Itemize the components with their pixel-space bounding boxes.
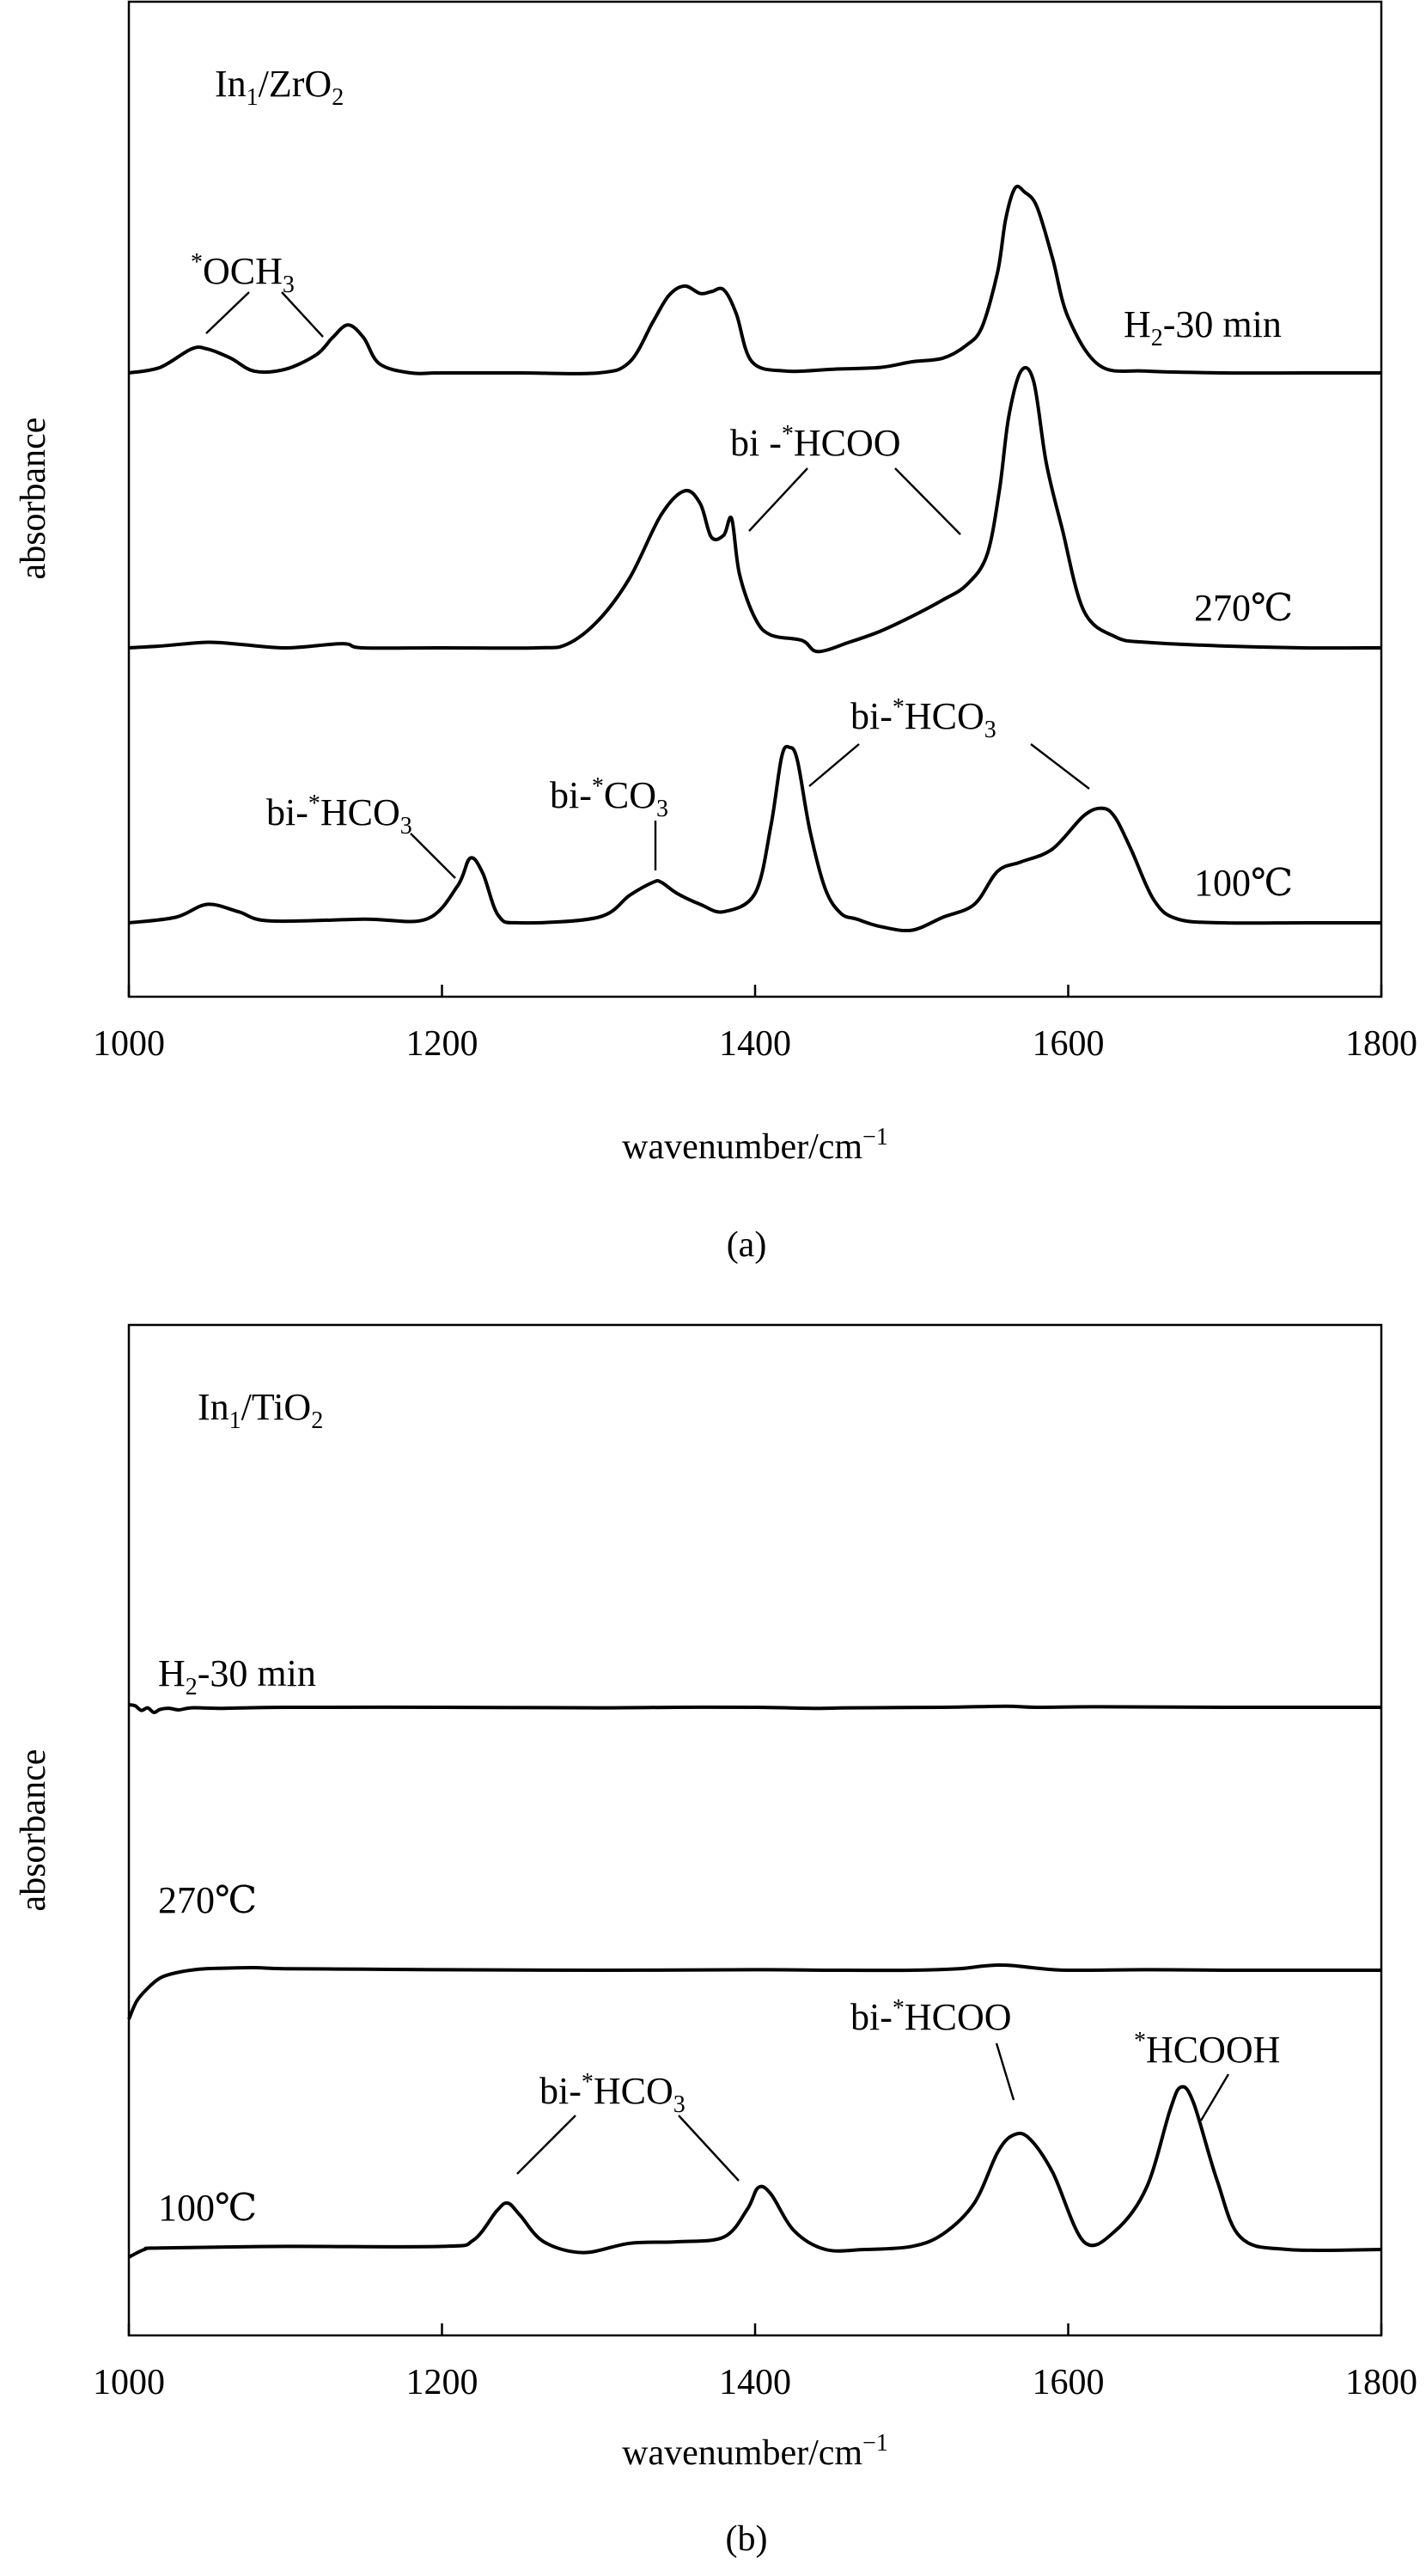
panel-a-series-270-line xyxy=(128,365,1382,654)
panel-b-leader-hco3-right xyxy=(678,2115,740,2182)
panel-b-x-tick-label-1200: 1200 xyxy=(406,2363,478,2402)
panel-a-x-tick-label-1200: 1200 xyxy=(406,1024,478,1064)
panel-b-chart: 1000 1200 1400 1600 1800 absorbance wavenumb… xyxy=(14,1323,1417,2559)
panel-a-x-ticks: 1000 1200 1400 1600 1800 xyxy=(93,985,1417,1064)
panel-a-x-tick-label-1400: 1400 xyxy=(719,1024,791,1064)
panel-b-series-group xyxy=(127,1703,1382,2259)
panel-b-leader-hco3-left xyxy=(516,2115,576,2175)
panel-a-xlabel: wavenumber/cm−1 xyxy=(622,1124,888,1167)
panel-a-sample-label: In1/ZrO2 xyxy=(215,63,344,111)
panel-a-leader-och3-left xyxy=(205,291,250,334)
panel-b-annotation-hco3: bi-*HCO3 xyxy=(539,2069,686,2118)
panel-b-series-h2-30-min-line xyxy=(128,1703,1382,1714)
panel-b-leader-hcoo xyxy=(995,2042,1015,2101)
panel-a-x-tick-label-1000: 1000 xyxy=(93,1024,165,1064)
panel-a-annotation-hco3-right: bi-*HCO3 xyxy=(850,694,996,743)
panel-b-annotation-hcoo: bi-*HCOO xyxy=(850,1995,1012,2038)
panel-b-series-100-line xyxy=(128,2085,1382,2259)
panel-a-leader-hco3-right-left xyxy=(808,743,860,787)
panel-a-leader-hco3-left xyxy=(410,833,456,879)
panel-a-xlabel-unit-exponent: −1 xyxy=(862,1124,888,1151)
panel-b-x-ticks: 1000 1200 1400 1600 1800 xyxy=(93,2323,1417,2402)
panel-b-sample-label: In1/TiO2 xyxy=(198,1386,323,1434)
panel-b-annotation-hcooh: *HCOOH xyxy=(1134,2028,1280,2071)
panel-a-curve-label-270: 270℃ xyxy=(1194,587,1293,629)
panel-a-series-100-line xyxy=(128,744,1381,933)
panel-a-annotation-hco3-left: bi-*HCO3 xyxy=(266,791,412,839)
panel-b-leader-hcooh xyxy=(1199,2073,1230,2121)
panel-a-leader-och3-right xyxy=(281,291,324,338)
panel-b-series-270-line xyxy=(127,1963,1382,2020)
panel-b-xlabel-unit-exponent: −1 xyxy=(862,2430,888,2457)
panel-a-leader-hcoo-right xyxy=(894,467,961,535)
panel-b-curve-label-270: 270℃ xyxy=(158,1879,257,1921)
panel-b-panel-label: (b) xyxy=(726,2519,768,2559)
panel-a-ylabel: absorbance xyxy=(14,418,53,580)
panel-a-annotation-hcoo: bi -*HCOO xyxy=(730,421,901,464)
panel-a-chart: 1000 1200 1400 1600 1800 absorbance wavenumb… xyxy=(14,0,1417,1265)
panel-a-leader-hco3-right-right xyxy=(1030,743,1090,790)
panel-b-ylabel: absorbance xyxy=(14,1749,53,1912)
panel-b-curve-label-h2: H2-30 min xyxy=(158,1652,316,1700)
panel-a-x-tick-label-1800: 1800 xyxy=(1345,1024,1417,1064)
panel-a-series-group xyxy=(128,184,1382,933)
panel-a-plot-frame xyxy=(127,0,1383,998)
panel-b-x-tick-label-1800: 1800 xyxy=(1345,2363,1417,2402)
panel-a-annotation-co3: bi-*CO3 xyxy=(550,773,668,822)
panel-b-x-tick-label-1400: 1400 xyxy=(719,2363,791,2402)
panel-a-series-h2-30-min-line xyxy=(128,184,1381,375)
panel-a-curve-label-h2: H2-30 min xyxy=(1124,303,1282,351)
panel-b-plot-frame xyxy=(127,1323,1383,2337)
panel-a-x-tick-label-1600: 1600 xyxy=(1033,1024,1105,1064)
panel-b-xlabel: wavenumber/cm−1 xyxy=(622,2430,888,2473)
panel-a-panel-label: (a) xyxy=(727,1225,767,1265)
panel-a-annotation-och3: *OCH3 xyxy=(191,249,295,298)
panel-a-curve-label-100: 100℃ xyxy=(1194,862,1293,904)
panel-a-leader-hcoo-left xyxy=(748,467,808,532)
panel-b-x-tick-label-1000: 1000 xyxy=(93,2363,165,2402)
panel-b-curve-label-100: 100℃ xyxy=(158,2187,257,2229)
panel-b-x-tick-label-1600: 1600 xyxy=(1033,2363,1105,2402)
